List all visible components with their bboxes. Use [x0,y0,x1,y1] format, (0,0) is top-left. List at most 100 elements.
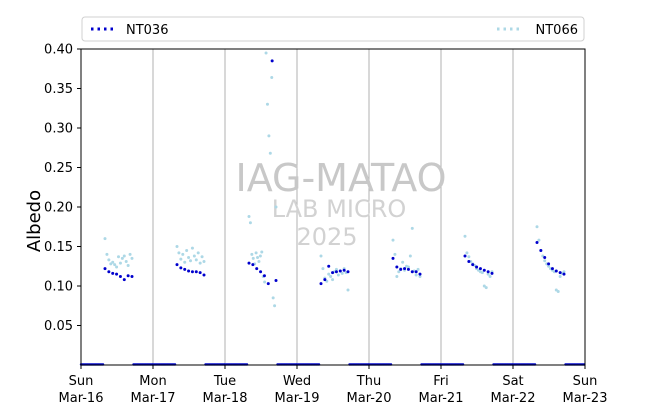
data-point-nt036 [395,265,399,269]
y-tick-label: 0.35 [44,82,73,97]
data-point-nt036 [414,270,418,274]
y-tick-label: 0.30 [44,122,73,137]
data-point-nt066 [408,254,412,258]
data-point-nt036 [319,282,323,286]
data-point-nt066 [257,260,261,264]
data-point-nt066 [120,256,124,260]
data-point-nt066 [535,225,539,229]
x-tick-day-label: Wed [283,374,311,389]
data-point-nt066 [463,234,467,238]
data-point-nt066 [488,275,492,279]
watermark-line-1: IAG-MATAO [235,156,446,200]
data-point-nt066 [391,238,395,242]
data-point-nt036 [478,267,482,271]
data-point-nt066 [190,246,194,250]
data-point-nt066 [111,260,115,264]
data-point-nt036 [535,241,539,245]
data-point-nt066 [187,256,191,260]
data-point-nt066 [327,272,331,276]
data-point-nt066 [547,264,551,268]
data-point-nt066 [113,263,117,267]
x-tick-date-label: Mar-20 [347,391,392,406]
x-tick-day-label: Thu [356,374,381,389]
data-point-nt036 [338,269,342,273]
data-point-nt066 [202,260,206,264]
data-point-nt066 [124,260,128,264]
data-point-nt066 [336,273,340,277]
data-point-nt066 [418,275,422,279]
watermark-line-2: LAB MICRO [272,195,407,223]
legend-label-nt066: NT066 [536,23,578,38]
x-tick-day-label: Sun [573,374,598,389]
y-axis: 0.05 0.10 0.15 0.20 0.25 0.30 0.35 0.40 [44,43,81,334]
data-point-nt066 [254,251,258,255]
data-point-nt066 [198,261,202,265]
data-point-nt066 [128,252,132,256]
data-point-nt066 [414,273,418,277]
x-tick-date-label: Mar-21 [419,391,464,406]
data-point-nt036 [255,267,259,271]
data-point-nt066 [480,271,484,275]
data-point-nt066 [486,272,490,276]
data-point-nt036 [198,271,202,275]
data-point-nt036 [482,268,486,272]
data-point-nt066 [181,252,185,256]
x-tick-date-label: Mar-17 [131,391,176,406]
legend-label-nt036: NT036 [126,23,168,38]
x-tick-day-label: Sat [502,374,523,389]
data-point-nt036 [342,268,346,272]
data-point-nt036 [179,266,183,270]
data-point-nt066 [543,259,547,263]
data-point-nt066 [467,255,471,259]
data-point-nt066 [177,251,181,255]
data-point-nt036 [334,270,338,274]
data-point-nt066 [256,256,260,260]
data-point-nt066 [251,256,255,260]
data-point-nt066 [183,260,187,264]
data-point-nt066 [484,286,488,290]
data-point-nt036 [471,263,475,267]
x-tick-date-label: Mar-16 [59,391,104,406]
x-tick-day-label: Fri [433,374,449,389]
data-point-nt036 [539,248,543,252]
data-point-nt066 [103,237,107,241]
y-tick-label: 0.10 [44,280,73,295]
data-point-nt036 [190,270,194,274]
data-point-nt066 [258,254,262,258]
data-point-nt066 [334,267,338,271]
x-tick-date-label: Mar-18 [203,391,248,406]
data-point-nt036 [346,270,350,274]
legend: NT036 NT066 [81,16,585,42]
data-point-nt036 [175,263,179,267]
y-tick-label: 0.15 [44,240,73,255]
data-point-nt036 [562,272,566,276]
data-point-nt066 [271,296,275,300]
data-point-nt036 [399,267,403,271]
data-point-nt066 [130,256,134,260]
watermark-line-3: 2025 [296,223,357,251]
data-point-nt036 [266,282,270,286]
data-point-nt066 [117,255,120,259]
data-point-nt066 [268,151,272,155]
watermark: IAG-MATAO LAB MICRO 2025 [235,156,446,251]
data-point-nt066 [321,267,325,271]
data-point-nt066 [465,251,469,255]
data-point-nt036 [467,260,471,264]
data-point-nt036 [107,270,111,274]
data-point-nt036 [183,267,187,271]
data-point-nt066 [265,102,269,106]
data-point-nt036 [547,262,551,266]
data-point-nt036 [410,270,414,274]
data-point-nt036 [202,273,206,277]
data-point-nt066 [273,304,277,308]
data-point-nt066 [179,257,183,261]
x-tick-date-label: Mar-23 [563,391,608,406]
x-tick-day-label: Sun [69,374,94,389]
data-point-nt066 [263,280,267,284]
data-point-nt036 [558,271,562,275]
data-point-nt066 [267,134,271,138]
data-point-nt066 [248,221,252,225]
data-point-nt066 [264,51,268,55]
data-point-nt066 [118,261,122,265]
data-point-nt066 [410,226,414,230]
